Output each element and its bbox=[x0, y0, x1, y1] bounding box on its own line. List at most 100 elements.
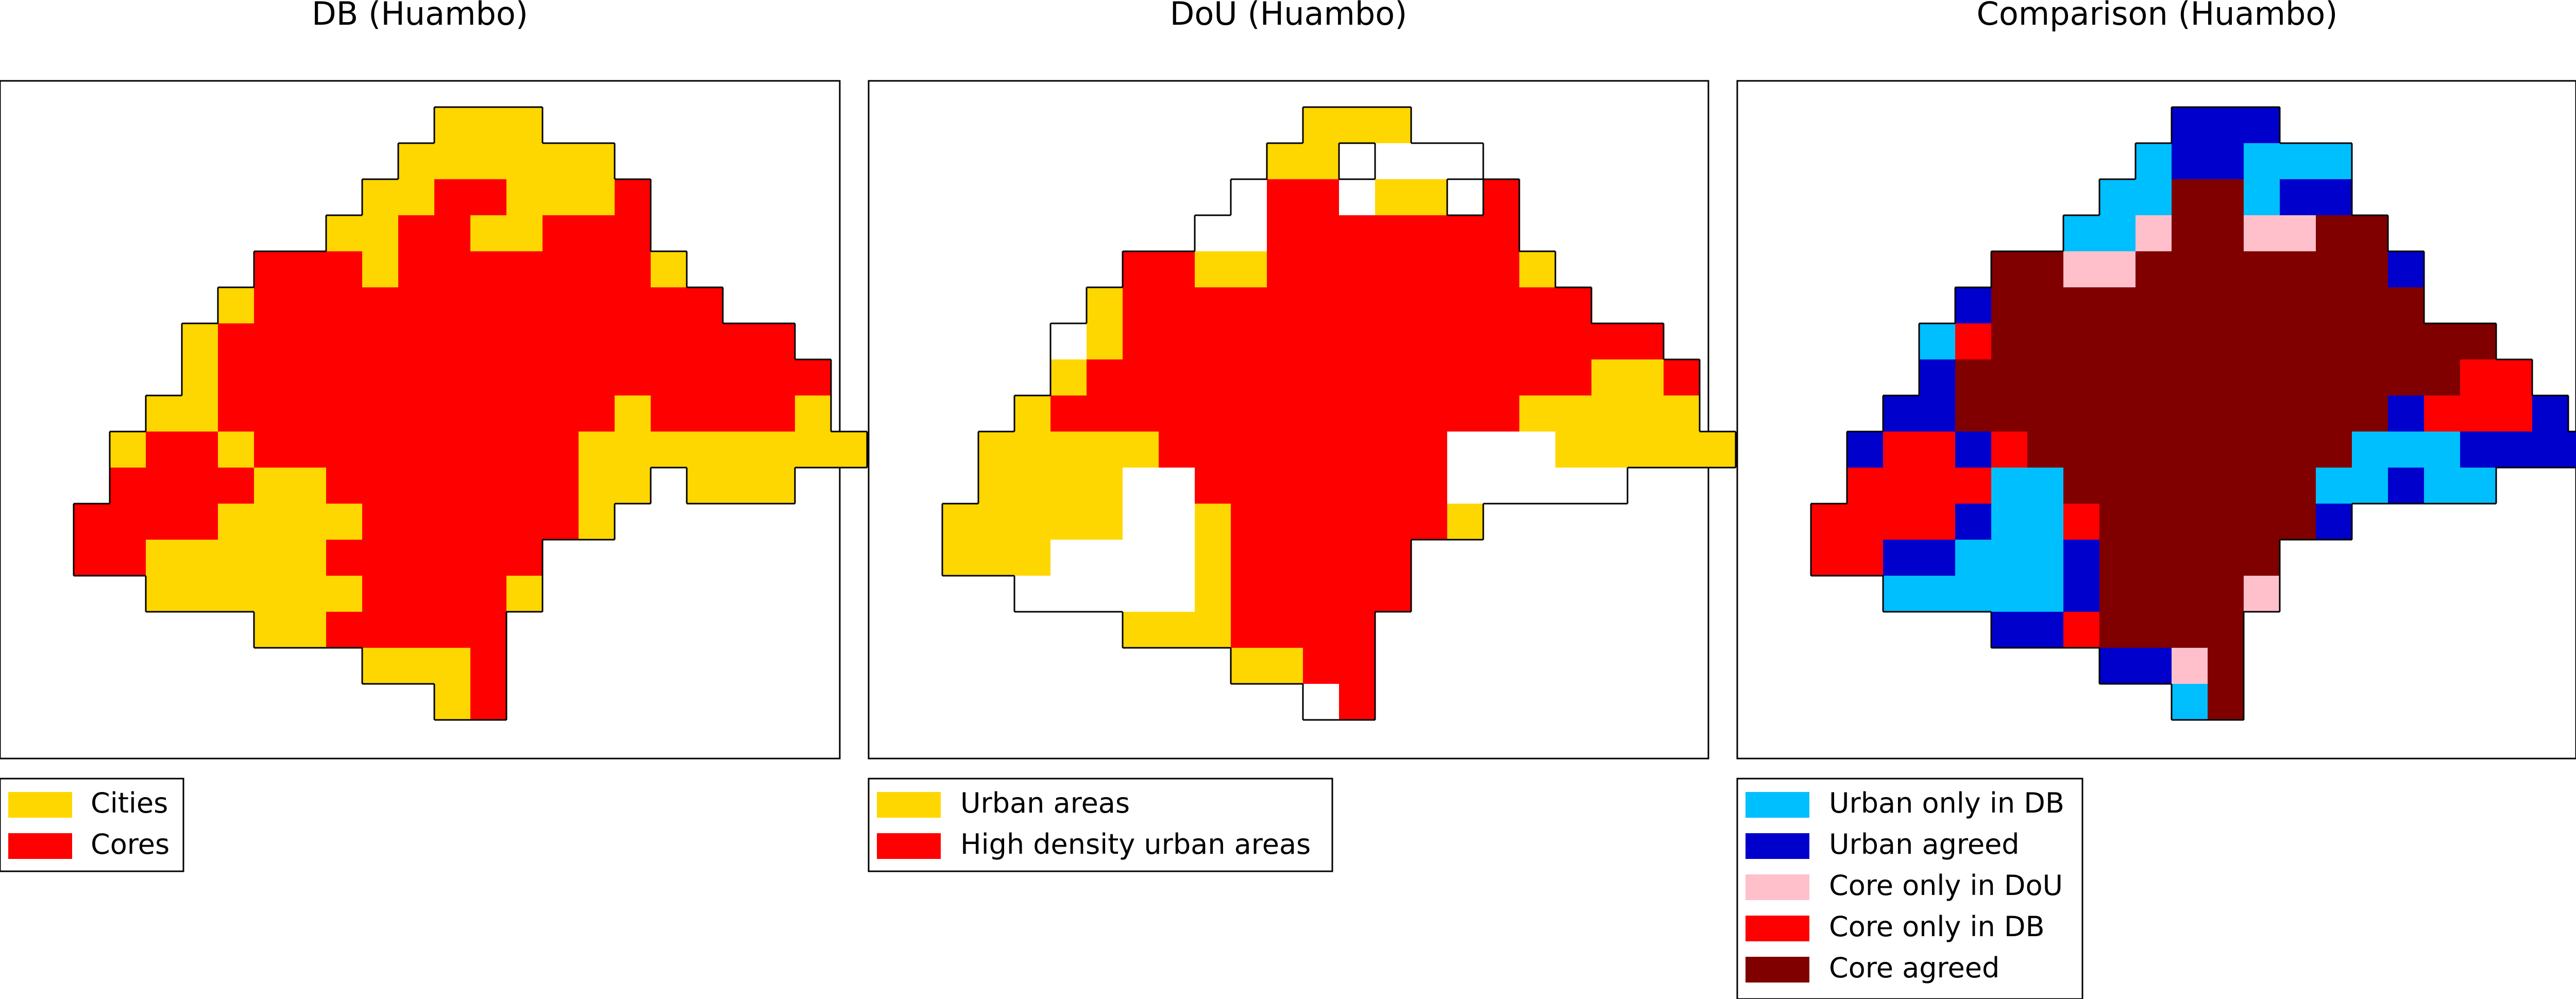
map-cell bbox=[1883, 432, 1920, 468]
map-cell bbox=[615, 323, 651, 360]
map-cell bbox=[182, 395, 218, 432]
map-cell bbox=[2063, 323, 2100, 360]
map-cell bbox=[2208, 576, 2244, 612]
map-cell bbox=[2460, 468, 2497, 504]
map-cell bbox=[1087, 576, 1123, 612]
legend-swatch-core-only-db bbox=[1745, 916, 1809, 941]
map-cell bbox=[2244, 468, 2280, 504]
map-cell bbox=[1087, 540, 1123, 576]
legend-label-cities: Cities bbox=[91, 787, 168, 819]
map-cell bbox=[398, 359, 435, 396]
map-cell bbox=[1159, 395, 1195, 432]
map-cell bbox=[1195, 215, 1231, 252]
map-cell bbox=[1303, 684, 1340, 720]
map-cell bbox=[1591, 468, 1628, 504]
map-cell bbox=[2136, 612, 2172, 648]
map-cell bbox=[1123, 359, 1159, 396]
map-cell bbox=[651, 432, 687, 468]
map-cell bbox=[1375, 287, 1412, 324]
map-cell bbox=[2496, 359, 2533, 396]
map-cell bbox=[1014, 540, 1051, 576]
map-cell bbox=[2063, 251, 2100, 288]
map-cell bbox=[506, 504, 543, 540]
map-cell bbox=[2208, 395, 2244, 432]
map-cell bbox=[506, 432, 543, 468]
map-cell bbox=[942, 504, 979, 540]
map-cell bbox=[1303, 287, 1340, 324]
map-cell bbox=[1519, 468, 1556, 504]
map-cell bbox=[2063, 215, 2100, 252]
map-cell bbox=[1195, 612, 1231, 648]
map-cell bbox=[218, 540, 255, 576]
map-cell bbox=[470, 287, 507, 324]
map-cell bbox=[506, 468, 543, 504]
map-cell bbox=[1159, 287, 1195, 324]
map-cell bbox=[1267, 432, 1303, 468]
map-cell bbox=[1991, 251, 2028, 288]
map-cell bbox=[2136, 540, 2172, 576]
map-cell bbox=[2208, 215, 2244, 252]
map-cell bbox=[2280, 504, 2316, 540]
panel-title-comparison: Comparison (Huambo) bbox=[1977, 0, 2338, 32]
map-cell bbox=[1411, 504, 1448, 540]
map-cell bbox=[2099, 287, 2136, 324]
map-cell bbox=[1555, 359, 1592, 396]
map-cell bbox=[182, 504, 218, 540]
map-cell bbox=[1303, 540, 1340, 576]
map-cell bbox=[434, 179, 471, 216]
map-cell bbox=[1411, 395, 1448, 432]
map-cell bbox=[579, 468, 615, 504]
map-cell bbox=[254, 251, 291, 288]
map-cell bbox=[254, 287, 291, 324]
map-cell bbox=[1955, 287, 1992, 324]
map-cell bbox=[1811, 540, 1848, 576]
map-cell bbox=[182, 359, 218, 396]
map-cell bbox=[2316, 504, 2352, 540]
map-cell bbox=[1375, 143, 1412, 180]
map-cell bbox=[2172, 143, 2208, 180]
map-cell bbox=[1664, 359, 1700, 396]
map-cell bbox=[1159, 468, 1195, 504]
map-cell bbox=[2208, 648, 2244, 684]
map-cell bbox=[2136, 323, 2172, 360]
map-cell bbox=[434, 612, 471, 648]
map-cell bbox=[1375, 540, 1412, 576]
map-cell bbox=[1447, 143, 1484, 180]
map-cell bbox=[1087, 287, 1123, 324]
map-cell bbox=[543, 323, 579, 360]
map-cell bbox=[1375, 179, 1412, 216]
map-cell bbox=[2496, 395, 2533, 432]
map-cell bbox=[470, 612, 507, 648]
map-cell bbox=[362, 323, 399, 360]
map-cell bbox=[1375, 504, 1412, 540]
map-cell bbox=[2316, 359, 2352, 396]
map-cell bbox=[362, 359, 399, 396]
legend-dou: Urban areas High density urban areas bbox=[868, 778, 1333, 872]
map-cell bbox=[2172, 107, 2208, 144]
map-cell bbox=[1159, 504, 1195, 540]
map-cell bbox=[326, 359, 363, 396]
map-cell bbox=[543, 432, 579, 468]
map-cell bbox=[290, 287, 327, 324]
map-cell bbox=[2063, 432, 2100, 468]
map-cell bbox=[2208, 143, 2244, 180]
map-cell bbox=[2388, 468, 2425, 504]
legend-box bbox=[868, 778, 1333, 872]
legend-label-urban-agreed: Urban agreed bbox=[1829, 828, 2020, 860]
map-cell bbox=[2063, 612, 2100, 648]
map-cell bbox=[254, 468, 291, 504]
map-cell bbox=[2027, 432, 2064, 468]
map-cell bbox=[1231, 179, 1267, 216]
map-cell bbox=[2316, 251, 2352, 288]
map-cell bbox=[1919, 432, 1956, 468]
map-cell bbox=[2244, 287, 2280, 324]
map-cell bbox=[2316, 143, 2352, 180]
map-cell bbox=[2136, 251, 2172, 288]
map-cell bbox=[1411, 143, 1448, 180]
map-cell bbox=[1339, 540, 1376, 576]
map-cell bbox=[2027, 323, 2064, 360]
legend-swatch-high-density bbox=[877, 833, 941, 859]
map-cell bbox=[579, 179, 615, 216]
map-cell bbox=[2280, 359, 2316, 396]
map-cell bbox=[543, 359, 579, 396]
